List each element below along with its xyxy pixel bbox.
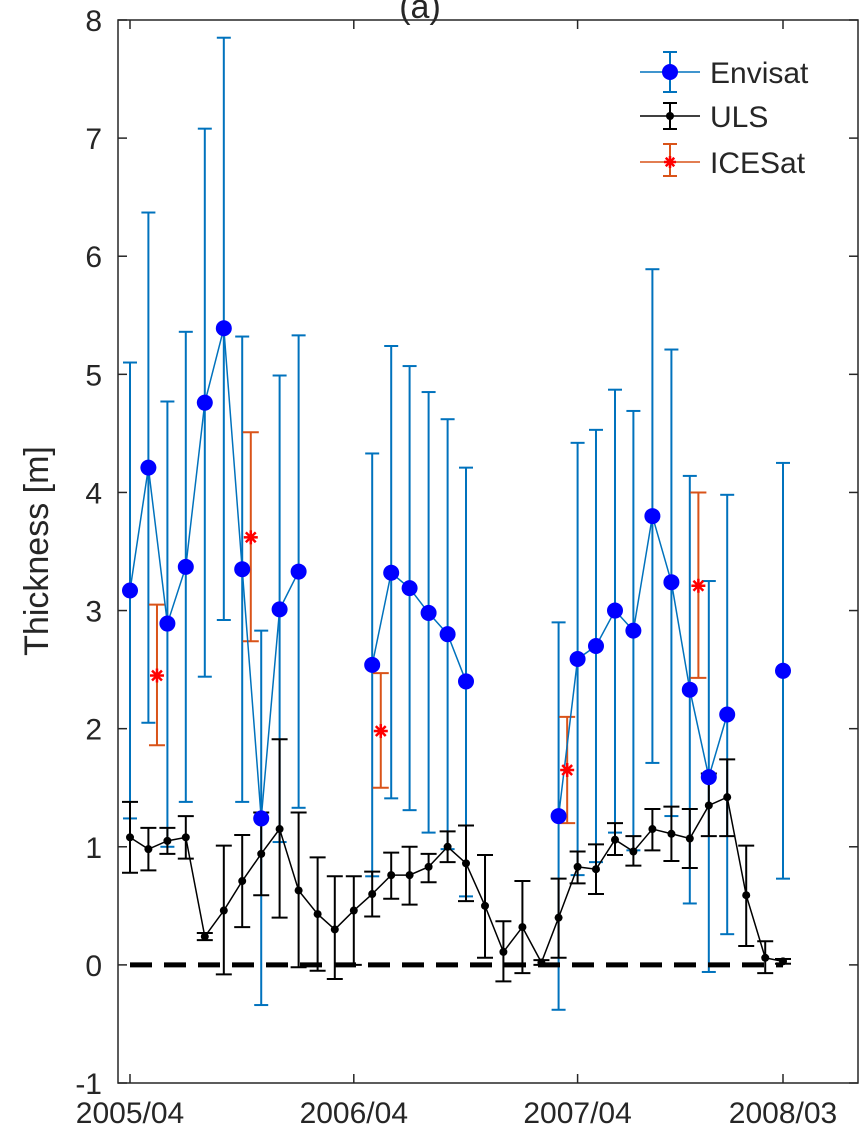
uls-point: [742, 891, 751, 900]
uls-point: [275, 825, 284, 834]
y-tick-label: 7: [85, 123, 102, 156]
envisat-point: [253, 810, 270, 827]
uls-point: [481, 901, 490, 910]
y-tick-label: 3: [85, 596, 102, 629]
envisat-point: [420, 604, 437, 621]
y-tick-label: 2: [85, 714, 102, 747]
chart-title: (a): [399, 0, 441, 26]
envisat-point: [159, 615, 176, 632]
y-tick-label: 4: [85, 477, 102, 510]
uls-point: [573, 862, 582, 871]
legend-marker: [662, 64, 678, 80]
envisat-point: [122, 582, 138, 599]
envisat-point: [775, 662, 791, 679]
uls-point: [313, 910, 322, 919]
envisat-point: [606, 602, 623, 619]
legend-item-icesat: ICESat: [640, 143, 806, 180]
legend-label: Envisat: [710, 57, 809, 90]
x-tick-label: 2006/04: [300, 1097, 408, 1130]
uls-point: [704, 801, 713, 810]
envisat-point: [681, 681, 698, 698]
uls-point: [349, 906, 358, 915]
legend-marker: [664, 156, 676, 168]
envisat-line: [371, 571, 467, 682]
axes-box: [117, 19, 859, 1084]
x-tick-label: 2007/04: [523, 1097, 631, 1130]
envisat-point: [383, 564, 400, 581]
y-axis-label: Thickness [m]: [18, 446, 56, 656]
uls-point: [181, 833, 190, 842]
y-tick-label: 5: [85, 359, 102, 392]
envisat-point: [364, 656, 381, 673]
uls-point: [126, 833, 134, 842]
icesat-point: [560, 763, 575, 778]
y-tick-label: -1: [75, 1068, 102, 1101]
envisat-point: [644, 508, 661, 525]
legend-item-uls: ULS: [640, 101, 768, 134]
uls-point: [499, 947, 508, 956]
uls-point: [610, 835, 619, 844]
x-tick-label: 2008/03: [729, 1097, 837, 1130]
uls-point: [238, 877, 247, 886]
uls-point: [424, 862, 433, 871]
envisat-point: [625, 622, 642, 639]
envisat-point: [550, 808, 567, 825]
envisat-point: [290, 563, 307, 580]
icesat-point: [691, 578, 706, 593]
uls-point: [163, 836, 172, 845]
y-tick-label: 0: [85, 950, 102, 983]
legend-label: ULS: [710, 101, 768, 134]
uls-point: [629, 847, 638, 856]
envisat-point: [587, 637, 604, 654]
envisat-point: [663, 574, 680, 591]
uls-point: [723, 793, 732, 802]
envisat-point: [271, 601, 288, 618]
envisat-point: [719, 706, 736, 723]
uls-point: [405, 871, 414, 880]
uls-point: [443, 842, 452, 851]
legend: Envisat ULS ICESat: [640, 51, 809, 180]
envisat-line: [557, 515, 728, 817]
uls-point: [387, 871, 396, 880]
uls-point: [761, 953, 770, 962]
uls-point: [667, 829, 676, 838]
envisat-point: [401, 580, 418, 597]
y-tick-label: 8: [85, 5, 102, 38]
uls-point: [648, 825, 657, 834]
uls-point: [219, 906, 228, 915]
icesat-point: [243, 530, 258, 545]
icesat-point: [373, 724, 388, 739]
uls-point: [200, 932, 209, 941]
uls-point: [462, 859, 471, 868]
uls-point: [537, 958, 546, 967]
uls-point: [779, 957, 787, 966]
y-tick-label: 1: [85, 832, 102, 865]
envisat-point: [215, 320, 232, 337]
y-tick-label: 6: [85, 241, 102, 274]
envisat-point: [439, 626, 456, 643]
envisat-point: [196, 394, 213, 411]
uls-point: [518, 923, 527, 932]
envisat-point: [177, 558, 194, 575]
uls-point: [368, 890, 377, 899]
envisat-point: [458, 673, 475, 690]
uls-point: [330, 925, 339, 934]
uls-point: [685, 834, 694, 843]
envisat-point: [569, 650, 586, 667]
legend-label: ICESat: [710, 147, 806, 180]
envisat-point: [234, 561, 251, 578]
uls-point: [144, 845, 153, 854]
envisat-point: [140, 459, 157, 476]
uls-point: [591, 865, 600, 874]
legend-item-envisat: Envisat: [640, 51, 809, 93]
uls-point: [294, 886, 303, 895]
icesat-point: [149, 668, 164, 683]
legend-marker: [666, 112, 674, 120]
envisat-point: [700, 769, 717, 786]
uls-point: [257, 849, 266, 858]
x-tick-label: 2005/04: [76, 1097, 184, 1130]
uls-point: [554, 913, 563, 922]
envisat-line: [129, 328, 300, 819]
